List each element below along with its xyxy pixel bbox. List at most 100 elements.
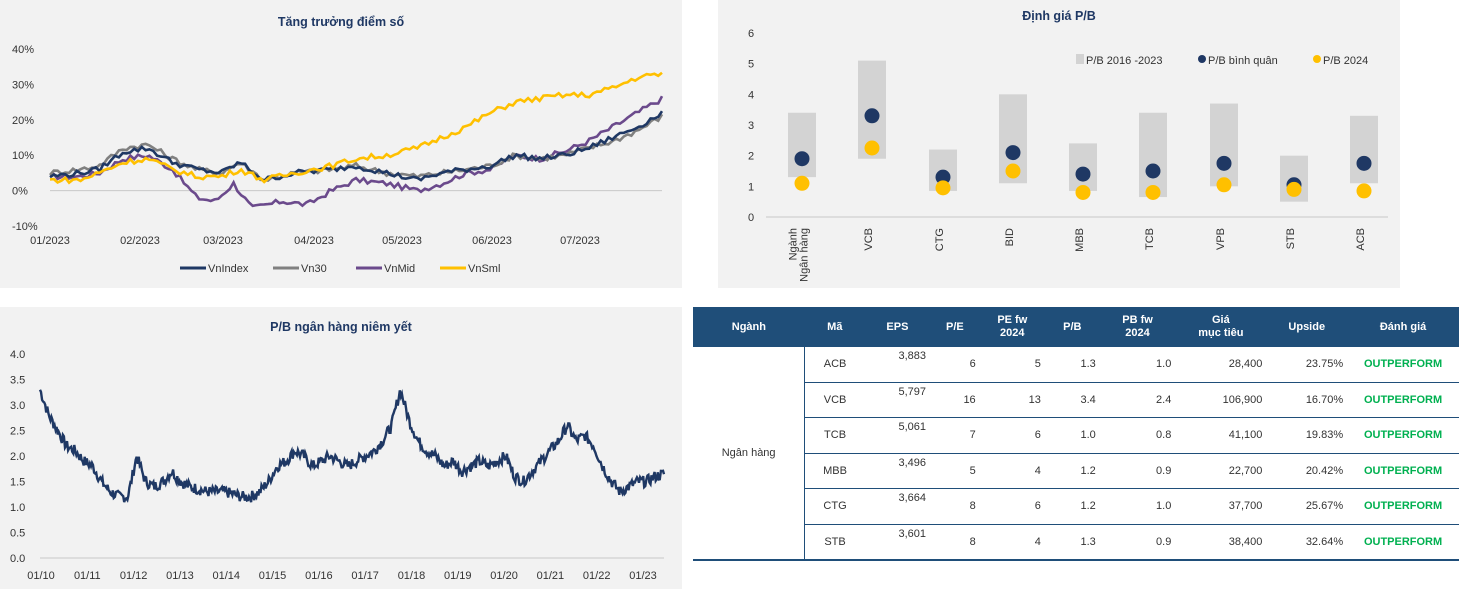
growth-chart-panel: Tăng trưởng điểm số 40% 30% 20% 10% 0% -10% 01/…	[0, 0, 682, 288]
pe-fw-cell: 6	[979, 417, 1045, 454]
target-price-cell: 106,900	[1175, 382, 1267, 418]
pb-cell: 3.4	[1044, 382, 1100, 418]
category-label: STB	[1285, 228, 1297, 249]
pb-fw-cell: 1.0	[1099, 488, 1176, 525]
range-bar	[788, 112, 816, 178]
x-tick-label: 01/23	[629, 570, 657, 582]
code-cell: MBB	[804, 453, 865, 489]
legend-label: Vn30	[301, 263, 327, 275]
legend-label: VnSml	[468, 263, 500, 275]
code-cell: VCB	[804, 382, 865, 418]
eps-cell: 3,601	[864, 524, 931, 561]
rating-cell: OUTPERFORM	[1347, 382, 1459, 418]
eps-cell: 3,664	[864, 488, 931, 525]
rating-cell: OUTPERFORM	[1347, 488, 1459, 525]
pb-valuation-chart: Định giá P/B 6 5 4 3 2 1 0 Ngành Ngân hàng VCB CTG B…	[748, 9, 1388, 282]
pb-cell: 1.2	[1044, 488, 1100, 525]
y-tick-label: 2.5	[10, 426, 25, 438]
x-tick-label: 05/2023	[382, 235, 422, 247]
legend-swatch	[1076, 54, 1084, 64]
x-tick-label: 01/21	[537, 570, 565, 582]
upside-cell: 16.70%	[1266, 382, 1348, 418]
range-bar	[1210, 103, 1238, 187]
avg-dot	[1075, 166, 1091, 182]
category-label: MBB	[1074, 228, 1086, 252]
x-tick-label: 07/2023	[560, 235, 600, 247]
pe-cell: 8	[930, 524, 980, 561]
x-tick-label: 01/18	[398, 570, 426, 582]
x-tick-label: 01/17	[351, 570, 379, 582]
pb2024-dot	[794, 175, 810, 191]
header-target: Giá mục tiêu	[1175, 307, 1267, 347]
y-tick-label: 3.5	[10, 375, 25, 387]
rating-cell: OUTPERFORM	[1347, 417, 1459, 454]
pe-fw-cell: 6	[979, 488, 1045, 525]
pb-cell: 1.3	[1044, 347, 1100, 383]
x-tick-label: 04/2023	[294, 235, 334, 247]
y-tick-label: 1	[748, 181, 754, 193]
y-tick-label: 20%	[12, 115, 34, 127]
rating-cell: OUTPERFORM	[1347, 453, 1459, 489]
pe-fw-cell: 5	[979, 347, 1045, 383]
pb2024-dot	[1216, 177, 1232, 193]
y-tick-label: 30%	[12, 79, 34, 91]
series-line-vnindex	[49, 110, 664, 183]
range-bar	[1350, 115, 1378, 184]
x-tick-label: 02/2023	[120, 235, 160, 247]
series-line-pb	[38, 388, 666, 503]
header-code: Mã	[804, 307, 865, 347]
legend-label: P/B 2016 -2023	[1086, 55, 1162, 67]
category-label: Ngân hàng	[799, 228, 811, 282]
x-tick-label: 01/10	[27, 570, 55, 582]
table-row: STB 3,601 8 4 1.3 0.9 38,400 32.64% OUTPERFORM	[693, 524, 1459, 561]
pb2024-dot	[1075, 184, 1091, 200]
avg-dot	[794, 151, 810, 167]
pb-history-panel: P/B ngân hàng niêm yết 4.0 3.5 3.0 2.5 2.0 1.5…	[0, 307, 682, 589]
x-tick-label: 03/2023	[203, 235, 243, 247]
pe-fw-cell: 13	[979, 382, 1045, 418]
pb2024-dot	[1356, 183, 1372, 199]
legend-label: P/B bình quân	[1208, 55, 1278, 67]
x-tick-label: 01/15	[259, 570, 287, 582]
y-tick-label: 3.0	[10, 400, 25, 412]
target-price-cell: 38,400	[1175, 524, 1267, 561]
y-tick-label: 2.0	[10, 451, 25, 463]
y-tick-label: 10%	[12, 150, 34, 162]
upside-cell: 25.67%	[1266, 488, 1348, 525]
range-bar	[1139, 112, 1167, 198]
y-tick-label: 40%	[12, 44, 34, 56]
pb-fw-cell: 0.8	[1099, 417, 1176, 454]
y-tick-label: 5	[748, 59, 754, 71]
header-pe: P/E	[930, 307, 980, 347]
pb-cell: 1.0	[1044, 417, 1100, 454]
upside-cell: 20.42%	[1266, 453, 1348, 489]
avg-dot	[1005, 145, 1021, 161]
pb-valuation-panel: Định giá P/B 6 5 4 3 2 1 0 Ngành Ngân hàng VCB CTG B…	[718, 0, 1400, 288]
y-tick-label: -10%	[12, 221, 38, 233]
x-tick-label: 01/22	[583, 570, 611, 582]
x-tick-label: 01/14	[212, 570, 240, 582]
pe-cell: 5	[930, 453, 980, 489]
target-price-cell: 28,400	[1175, 347, 1267, 383]
x-tick-label: 06/2023	[472, 235, 512, 247]
pe-cell: 16	[930, 382, 980, 418]
target-price-cell: 41,100	[1175, 417, 1267, 454]
header-eps: EPS	[864, 307, 931, 347]
category-label: TCB	[1144, 228, 1156, 250]
pe-cell: 8	[930, 488, 980, 525]
pb-fw-cell: 2.4	[1099, 382, 1176, 418]
legend-label: VnMid	[384, 263, 415, 275]
header-pe-fw: PE fw 2024	[979, 307, 1045, 347]
y-tick-label: 0	[748, 212, 754, 224]
y-tick-label: 0.0	[10, 553, 25, 565]
pb-fw-cell: 1.0	[1099, 347, 1176, 383]
pb-cell: 1.3	[1044, 524, 1100, 561]
legend-swatch	[1198, 55, 1206, 63]
table-row: Ngân hàng ACB 3,883 6 5 1.3 1.0 28,400 23.75% OUT…	[693, 347, 1459, 561]
pb-fw-cell: 0.9	[1099, 453, 1176, 489]
header-upside: Upside	[1266, 307, 1348, 347]
upside-cell: 19.83%	[1266, 417, 1348, 454]
pb-cell: 1.2	[1044, 453, 1100, 489]
pb-history-chart: P/B ngân hàng niêm yết 4.0 3.5 3.0 2.5 2.0 1.5…	[10, 320, 666, 582]
series-line-vnsml	[49, 71, 663, 185]
